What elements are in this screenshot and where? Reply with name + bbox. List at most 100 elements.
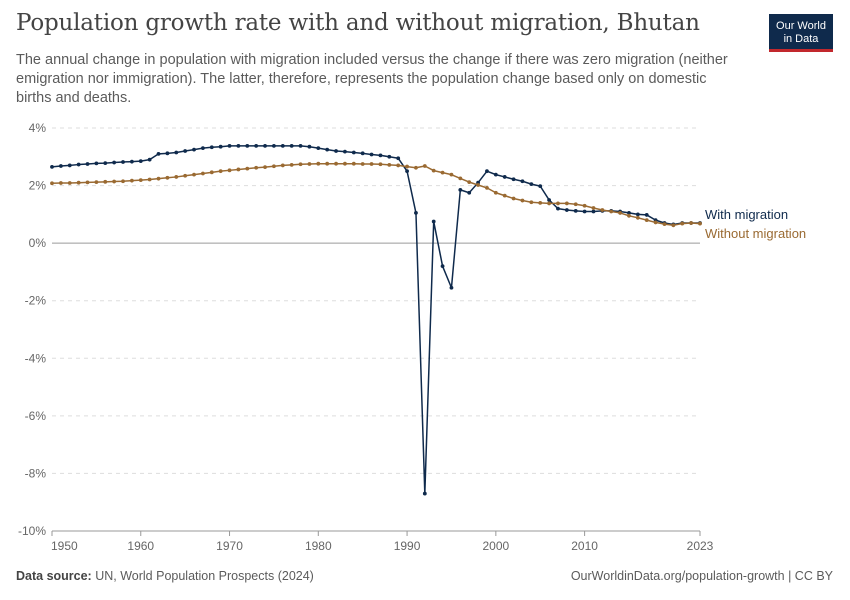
data-point: [343, 149, 347, 154]
y-tick-label: 2%: [29, 179, 47, 193]
data-point: [76, 162, 81, 167]
data-point: [520, 198, 525, 203]
data-point: [627, 213, 631, 218]
data-point: [556, 206, 560, 211]
data-point: [502, 175, 507, 179]
data-point: [644, 213, 649, 217]
data-point: [156, 176, 161, 181]
data-point: [236, 167, 241, 172]
data-point: [405, 169, 409, 174]
x-tick-label: 1960: [127, 539, 154, 553]
data-point: [351, 150, 356, 155]
chart-subtitle: The annual change in population with mig…: [16, 52, 728, 106]
data-point: [325, 161, 330, 166]
data-point: [387, 154, 392, 159]
data-point: [218, 169, 223, 174]
data-point: [245, 143, 250, 148]
data-point: [529, 200, 534, 205]
x-tick-label: 1970: [216, 539, 243, 553]
data-point: [201, 171, 205, 176]
data-point: [467, 180, 472, 185]
data-point: [547, 198, 551, 202]
data-point: [547, 201, 551, 206]
data-point: [227, 143, 232, 148]
chart-title: Population growth rate with and without …: [16, 10, 700, 36]
data-point: [422, 491, 427, 496]
data-point: [458, 176, 463, 181]
data-point: [529, 182, 534, 187]
data-point: [538, 200, 543, 205]
data-point: [600, 208, 605, 212]
data-point: [227, 168, 232, 173]
data-point: [67, 163, 72, 168]
data-point: [502, 193, 507, 198]
owid-logo[interactable]: Our World in Data: [769, 14, 833, 52]
data-point: [129, 178, 134, 183]
data-point: [414, 211, 418, 215]
data-point: [618, 211, 623, 215]
x-tick-label: 1950: [51, 539, 78, 553]
data-point: [85, 162, 90, 166]
data-source: Data source: UN, World Population Prospe…: [16, 569, 314, 583]
data-point: [644, 218, 649, 223]
data-point: [431, 219, 436, 224]
data-point: [493, 190, 498, 195]
x-tick-label: 1980: [305, 539, 332, 553]
data-point: [245, 166, 250, 171]
data-point: [511, 177, 516, 182]
data-point: [493, 172, 498, 177]
data-point: [360, 162, 365, 166]
data-point: [458, 187, 463, 192]
data-point: [94, 180, 99, 185]
y-tick-label: -6%: [25, 409, 47, 423]
data-point: [431, 168, 436, 173]
data-point: [387, 162, 392, 167]
data-point: [112, 179, 117, 184]
data-point: [396, 156, 401, 161]
y-tick-label: -10%: [18, 524, 46, 538]
source-link[interactable]: OurWorldinData.org/population-growth | C…: [570, 569, 833, 583]
data-point: [653, 220, 658, 225]
data-point: [183, 173, 188, 178]
y-tick-label: -2%: [25, 294, 47, 308]
data-point: [564, 201, 569, 206]
data-point: [351, 161, 356, 166]
data-point: [58, 181, 63, 185]
data-point: [316, 146, 321, 151]
data-point: [183, 149, 188, 153]
data-point: [67, 181, 72, 185]
data-point: [218, 144, 223, 149]
data-point: [564, 208, 569, 212]
data-point: [50, 181, 54, 186]
data-point: [573, 202, 578, 207]
data-point: [112, 160, 117, 165]
data-point: [556, 201, 560, 206]
data-point: [635, 215, 640, 220]
logo-line-2: in Data: [783, 32, 819, 45]
data-point: [174, 150, 179, 155]
data-point: [307, 144, 312, 149]
data-source-label: Data source:: [16, 569, 92, 583]
data-point: [627, 211, 631, 215]
data-point: [449, 172, 454, 177]
data-point: [165, 151, 170, 156]
data-point: [121, 179, 125, 184]
data-point: [129, 159, 134, 164]
x-tick-label: 2023: [687, 539, 714, 553]
data-point: [582, 203, 587, 208]
data-point: [316, 161, 321, 166]
x-tick-label: 1990: [394, 539, 421, 553]
data-point: [378, 162, 383, 167]
data-point: [298, 143, 303, 148]
data-point: [369, 152, 374, 157]
data-point: [440, 264, 445, 269]
data-point: [440, 170, 445, 175]
x-tick-label: 2010: [571, 539, 598, 553]
data-point: [236, 143, 241, 148]
data-point: [147, 177, 152, 182]
data-point: [662, 222, 667, 227]
data-point: [334, 149, 338, 153]
data-point: [103, 161, 108, 166]
data-point: [192, 172, 196, 177]
